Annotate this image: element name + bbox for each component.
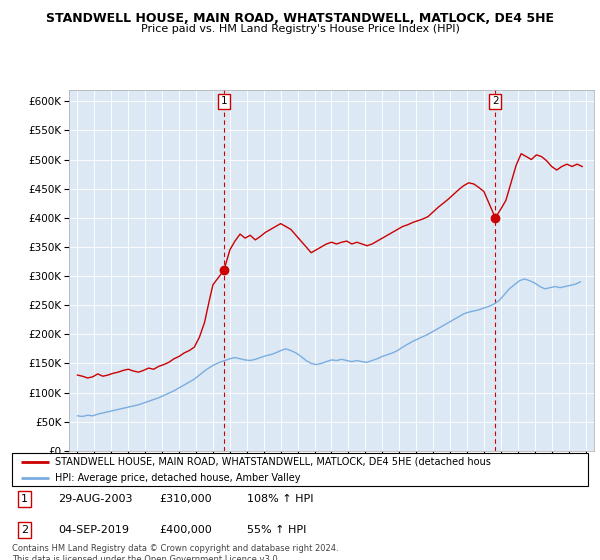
Text: HPI: Average price, detached house, Amber Valley: HPI: Average price, detached house, Ambe…: [55, 473, 301, 483]
Text: Contains HM Land Registry data © Crown copyright and database right 2024.
This d: Contains HM Land Registry data © Crown c…: [12, 544, 338, 560]
Text: 108% ↑ HPI: 108% ↑ HPI: [247, 494, 314, 504]
Text: 1: 1: [221, 96, 227, 106]
Text: 04-SEP-2019: 04-SEP-2019: [58, 525, 129, 535]
Text: Price paid vs. HM Land Registry's House Price Index (HPI): Price paid vs. HM Land Registry's House …: [140, 24, 460, 34]
Text: 55% ↑ HPI: 55% ↑ HPI: [247, 525, 307, 535]
Text: STANDWELL HOUSE, MAIN ROAD, WHATSTANDWELL, MATLOCK, DE4 5HE: STANDWELL HOUSE, MAIN ROAD, WHATSTANDWEL…: [46, 12, 554, 25]
Text: 2: 2: [21, 525, 28, 535]
Text: £400,000: £400,000: [159, 525, 212, 535]
Text: 2: 2: [492, 96, 499, 106]
Text: STANDWELL HOUSE, MAIN ROAD, WHATSTANDWELL, MATLOCK, DE4 5HE (detached hous: STANDWELL HOUSE, MAIN ROAD, WHATSTANDWEL…: [55, 457, 491, 467]
Text: 1: 1: [21, 494, 28, 504]
Text: 29-AUG-2003: 29-AUG-2003: [58, 494, 133, 504]
Text: £310,000: £310,000: [159, 494, 212, 504]
